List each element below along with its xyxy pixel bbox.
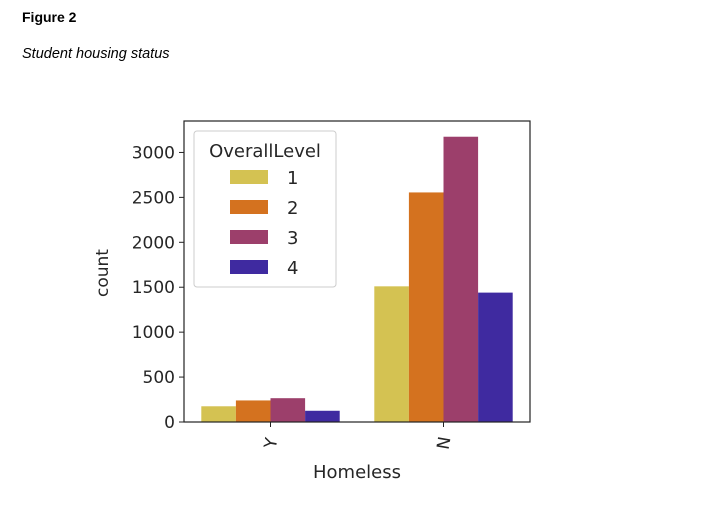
bar-N-level-1 [374, 286, 409, 422]
bar-Y-level-3 [270, 398, 306, 422]
y-tick-label: 2000 [132, 233, 175, 253]
bars-group [201, 136, 513, 422]
bar-N-level-2 [408, 192, 444, 422]
bar-Y-level-1 [201, 406, 236, 422]
y-tick-label: 2500 [132, 188, 175, 208]
legend-swatch-3 [230, 230, 268, 244]
y-tick-label: 3000 [132, 143, 175, 163]
y-tick-label: 500 [143, 368, 175, 388]
bar-Y-level-2 [235, 400, 271, 422]
y-axis-ticks: 0 500 1000 1500 2000 2500 3000 [132, 143, 184, 433]
legend-swatch-2 [230, 200, 268, 214]
x-axis-label: Homeless [313, 462, 401, 483]
figure-caption: Student housing status [22, 46, 170, 62]
legend: OverallLevel 1 2 3 4 [193, 130, 337, 288]
bar-N-level-3 [443, 136, 479, 422]
x-tick-label: N [434, 435, 456, 451]
legend-label-3: 3 [287, 228, 298, 249]
legend-swatch-1 [230, 170, 268, 184]
legend-title: OverallLevel [209, 141, 321, 162]
plot-frame [183, 120, 531, 423]
y-tick-label: 1000 [132, 323, 175, 343]
legend-label-2: 2 [287, 198, 298, 219]
y-tick-label: 1500 [132, 278, 175, 298]
legend-label-1: 1 [287, 168, 298, 189]
figure-label: Figure 2 [22, 9, 77, 25]
bar-N-level-4 [478, 292, 513, 422]
x-tick-label: Y [261, 436, 283, 451]
legend-swatch-4 [230, 260, 268, 274]
y-axis-label: count [93, 249, 113, 297]
y-tick-label: 0 [164, 413, 175, 433]
legend-label-4: 4 [287, 258, 298, 279]
bar-Y-level-4 [305, 410, 340, 422]
